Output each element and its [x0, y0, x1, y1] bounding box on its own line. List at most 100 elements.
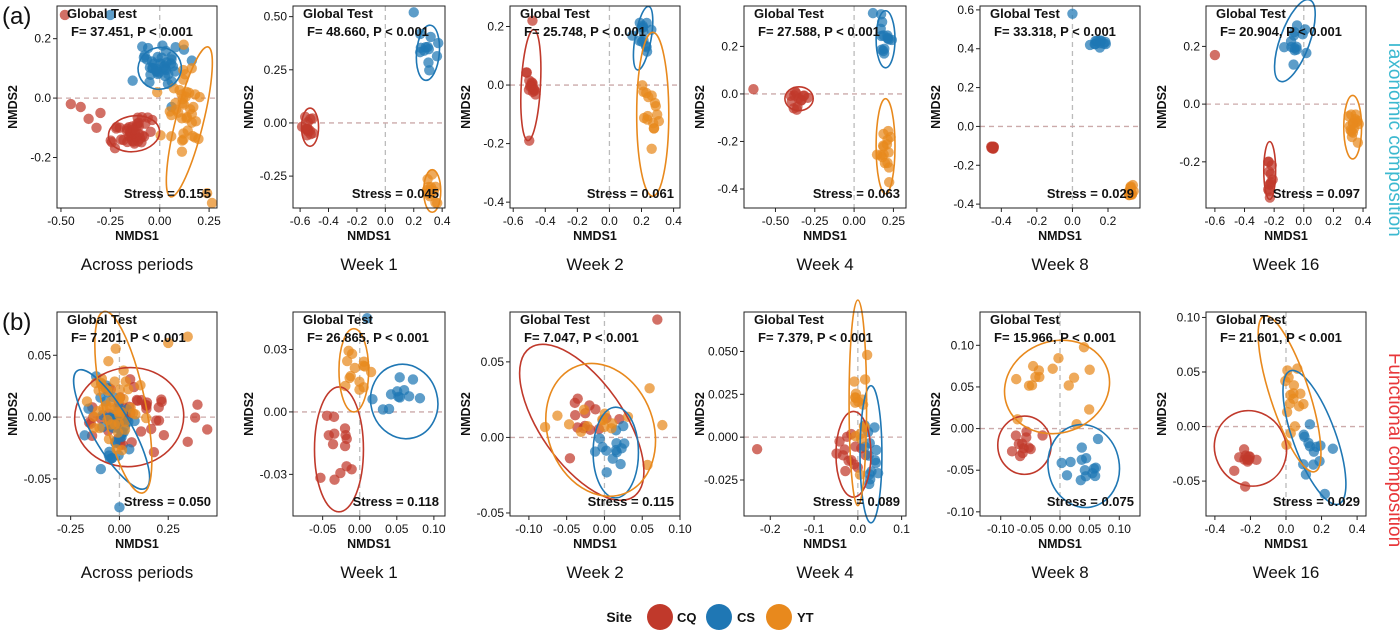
point-cq	[839, 444, 850, 455]
point-cq	[135, 426, 147, 437]
point-yt	[181, 111, 193, 123]
nmds-panel: -0.2 -0.1 0.0 0.1 -0.025 0.000 0.025 0.050 NMDS1…	[693, 299, 910, 582]
panel-title: Week 2	[566, 255, 623, 274]
y-tick-label: -0.05	[24, 472, 52, 486]
point-cs	[127, 75, 138, 86]
x-tick-label: -0.2	[1240, 522, 1261, 536]
x-tick-label: -0.2	[760, 522, 781, 536]
point-cq	[987, 142, 998, 153]
point-yt	[349, 362, 360, 374]
point-cs	[616, 443, 627, 454]
x-axis-label: NMDS1	[115, 537, 159, 551]
stress-label: Stress = 0.118	[353, 494, 439, 509]
point-cq	[1229, 465, 1240, 477]
y-tick-label: 0.2	[721, 39, 738, 53]
x-tick-label: 0.0	[1064, 214, 1081, 228]
global-test-label: Global Test	[1216, 312, 1286, 327]
x-axis-label: NMDS1	[573, 537, 617, 551]
point-cq	[1209, 49, 1221, 61]
y-tick-label: 0.00	[481, 430, 505, 444]
point-yt	[849, 376, 860, 387]
point-cs	[383, 403, 395, 415]
point-cs	[870, 457, 882, 469]
x-tick-label: -0.4	[535, 214, 556, 228]
stress-label: Stress = 0.063	[813, 186, 900, 201]
point-cq	[148, 446, 160, 458]
x-tick-label: -0.4	[1205, 522, 1226, 536]
point-yt	[850, 397, 861, 408]
y-tick-label: 0.0	[721, 87, 738, 101]
row-label-b: (b)	[2, 309, 31, 336]
point-yt	[539, 421, 551, 433]
y-tick-label: 0.0	[34, 91, 51, 105]
x-tick-label: -0.50	[762, 214, 790, 228]
panel-title: Across periods	[81, 563, 193, 582]
point-yt	[182, 331, 193, 342]
x-tick-label: -0.25	[57, 522, 85, 536]
global-test-stat: F= 25.748, P < 0.001	[524, 24, 646, 39]
stress-label: Stress = 0.155	[124, 186, 211, 201]
y-axis-label: NMDS2	[1155, 392, 1169, 436]
point-yt	[127, 408, 139, 419]
point-yt	[1030, 371, 1041, 383]
x-tick-label: -0.2	[1027, 214, 1048, 228]
y-tick-label: -0.05	[1173, 474, 1201, 488]
ellipse-cs	[875, 9, 896, 69]
point-yt	[1084, 364, 1095, 375]
stress-label: Stress = 0.029	[1047, 186, 1134, 201]
point-yt	[563, 419, 575, 430]
y-tick-label: 0.0	[957, 119, 974, 133]
point-cs	[1092, 433, 1104, 445]
point-cs	[144, 77, 155, 88]
point-yt	[194, 91, 205, 103]
ellipse-cq	[73, 366, 185, 468]
x-axis-label: NMDS1	[1038, 229, 1082, 243]
x-tick-label: -0.6	[290, 214, 311, 228]
y-tick-label: 0.0	[487, 78, 504, 92]
x-tick-label: 0.4	[1355, 214, 1372, 228]
point-cs	[882, 30, 893, 41]
x-tick-label: 0.25	[197, 214, 221, 228]
legend-swatch-cs	[706, 604, 732, 630]
x-tick-label: 0.2	[633, 214, 650, 228]
x-axis-label: NMDS1	[347, 229, 391, 243]
panel-title: Week 4	[796, 255, 853, 274]
x-tick-label: 0.0	[1295, 214, 1312, 228]
x-tick-label: -0.05	[309, 522, 337, 536]
legend-label-yt: YT	[797, 610, 814, 625]
y-tick-label: -0.05	[947, 463, 975, 477]
point-cs	[871, 444, 882, 456]
panel-title: Week 16	[1253, 563, 1320, 582]
panel-title: Week 8	[1031, 255, 1088, 274]
point-cq	[329, 474, 340, 485]
y-tick-label: 0.05	[481, 355, 505, 369]
point-cs	[1080, 452, 1092, 464]
point-yt	[425, 181, 437, 193]
point-cq	[307, 113, 318, 124]
point-yt	[183, 87, 195, 99]
x-tick-label: -0.25	[97, 214, 125, 228]
point-cq	[302, 123, 314, 134]
x-tick-label: 0.0	[849, 522, 866, 536]
nmds-panel: -0.4 -0.2 0.0 0.2 -0.4 -0.2 0.0 0.2 0.4 0.6 NMDS1 N…	[929, 3, 1141, 274]
global-test-label: Global Test	[67, 312, 137, 327]
panel-title: Week 1	[340, 563, 397, 582]
point-yt	[176, 146, 188, 157]
x-tick-label: 0.2	[405, 214, 422, 228]
global-test-stat: F= 21.601, P < 0.001	[1220, 330, 1342, 345]
point-cs	[361, 313, 373, 324]
point-yt	[1083, 404, 1095, 415]
legend: Site CQ CS YT	[606, 604, 814, 630]
point-yt	[201, 187, 213, 199]
ellipse-yt	[544, 362, 657, 498]
point-cq	[1006, 446, 1018, 457]
x-tick-label: -0.05	[1017, 522, 1045, 536]
point-yt	[114, 384, 125, 395]
point-yt	[861, 349, 873, 361]
ellipse-cs	[1047, 423, 1121, 509]
point-yt	[118, 393, 129, 405]
point-cs	[1089, 470, 1101, 482]
point-yt	[1047, 363, 1058, 374]
point-cq	[335, 467, 346, 479]
legend-swatch-cq	[647, 604, 673, 630]
